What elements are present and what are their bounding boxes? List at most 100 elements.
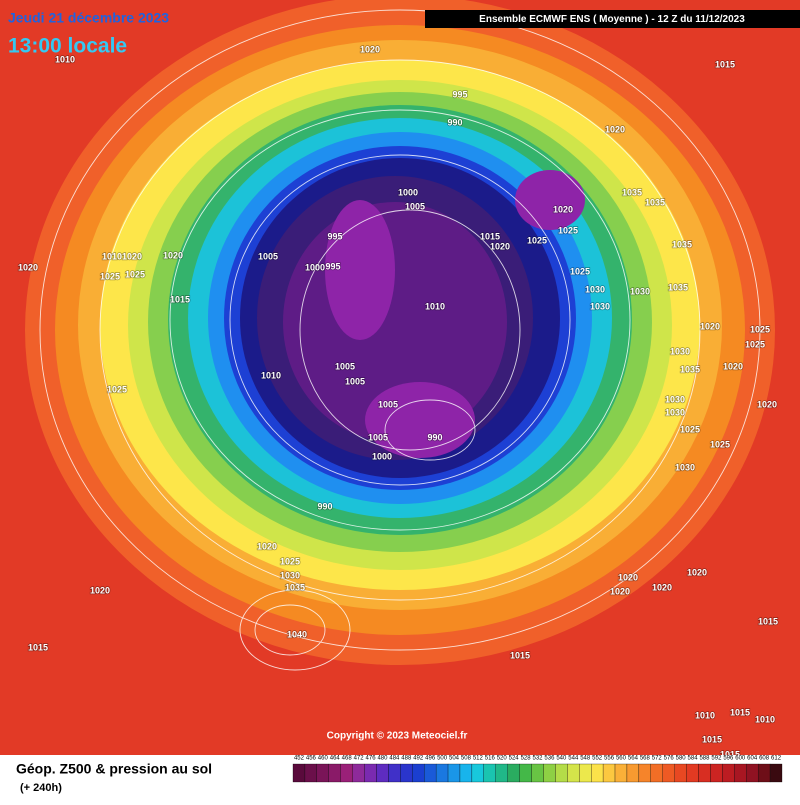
isobar-label: 1035 [680,364,700,374]
colorbar-cell [567,763,580,783]
isobar-label: 1005 [378,399,398,409]
colorbar-label: 596 [723,756,734,762]
colorbar-label: 508 [461,756,472,762]
isobar-label: 1035 [622,187,642,197]
colorbar-label: 536 [544,756,555,762]
colorbar-cell [507,763,520,783]
footer-title: Géop. Z500 & pression au sol [16,761,212,777]
colorbar-cell [304,763,318,783]
colorbar-label: 492 [413,756,424,762]
colorbar-cell [626,763,640,783]
colorbar-label: 584 [688,756,699,762]
colorbar-cell [662,763,675,783]
isobar-label: 1010 [425,301,445,311]
colorbar-label: 504 [449,756,460,762]
isobar-label: 1010 [755,714,775,724]
isobar-label: 1015 [702,734,722,744]
isobar-label: 1040 [287,629,307,639]
colorbar-cell [316,763,329,783]
colorbar-label: 540 [556,756,567,762]
date: Jeudi 21 décembre 2023 [8,10,169,26]
colorbar-cell [424,763,437,783]
isobar-label: 1005 [258,251,278,261]
colorbar-label: 500 [437,756,448,762]
isobar-label: 1030 [670,346,690,356]
colorbar-label: 572 [652,756,663,762]
isobar-label: 990 [447,117,462,127]
colorbar-cell [459,763,473,783]
isobar-label: 1020 [757,399,777,409]
colorbar-cell [734,763,747,783]
colorbar-cell [292,763,306,783]
isobar-label: 995 [327,231,342,241]
colorbar-label: 464 [330,756,341,762]
isobar-label: 1030 [665,394,685,404]
isobar-label: 1010 [102,251,122,261]
isobar-label: 1010 [55,54,75,64]
isobar-label: 995 [452,89,467,99]
colorbar-label: 560 [616,756,627,762]
isobar-label: 1035 [672,239,692,249]
isobar-label: 1020 [122,251,142,261]
colorbar-label: 512 [473,756,484,762]
colorbar-cell [483,763,496,783]
colorbar-cell [352,763,365,783]
isobar-label: 1015 [28,642,48,652]
isobar-label: 1010 [261,370,281,380]
colorbar-cell [698,763,711,783]
model: Ensemble ECMWF ENS ( Moyenne ) - 12 Z du… [479,14,745,25]
colorbar-cell [435,763,449,783]
colorbar-label: 520 [497,756,508,762]
colorbar-cell [447,763,461,783]
colorbar-label: 564 [628,756,639,762]
colorbar-label: 452 [294,756,305,762]
isobar-label: 1010 [695,710,715,720]
colorbar-cell [376,763,389,783]
isobar-label: 1020 [605,124,625,134]
colorbar-cell [519,763,532,783]
isobar-label: 1035 [668,282,688,292]
isobar-label: 1020 [18,262,38,272]
isobar [239,589,351,671]
isobar-label: 1025 [710,439,730,449]
isobar-label: 1020 [257,541,277,551]
colorbar-label: 568 [640,756,651,762]
isobar [299,209,521,451]
colorbar-label: 460 [318,756,329,762]
colorbar-cell [555,763,568,783]
isobar-label: 1000 [372,451,392,461]
colorbar-label: 516 [485,756,496,762]
isobar-label: 1025 [750,324,770,334]
colorbar-cell [638,763,651,783]
isobar-label: 1025 [745,339,765,349]
colorbar-label: 528 [521,756,532,762]
isobar-label: 1030 [665,407,685,417]
isobar [384,399,476,461]
colorbar-cell [746,763,759,783]
isobar-label: 1020 [360,44,380,54]
contour-band [365,382,475,458]
isobar-label: 1000 [305,262,325,272]
isobar-label: 1025 [125,269,145,279]
isobar-label: 1005 [345,376,365,386]
colorbar-cell [674,763,687,783]
isobar-label: 1005 [335,361,355,371]
isobar-label: 995 [325,261,340,271]
colorbar-cell [591,763,604,783]
isobar-label: 1020 [610,586,630,596]
isobar-label: 1025 [558,225,578,235]
colorbar-cell [328,763,341,783]
colorbar-label: 456 [306,756,317,762]
colorbar-label: 552 [592,756,603,762]
isobar-label: 1025 [527,235,547,245]
colorbar-cell [364,763,377,783]
isobar-label: 1020 [700,321,720,331]
isobar-label: 1030 [675,462,695,472]
isobar [99,59,701,601]
isobar [169,109,631,531]
colorbar-cell [412,763,425,783]
copyright: Copyright © 2023 Meteociel.fr [327,731,468,742]
isobar-label: 990 [317,501,332,511]
isobars [39,9,761,671]
colorbar-cell [757,763,771,783]
